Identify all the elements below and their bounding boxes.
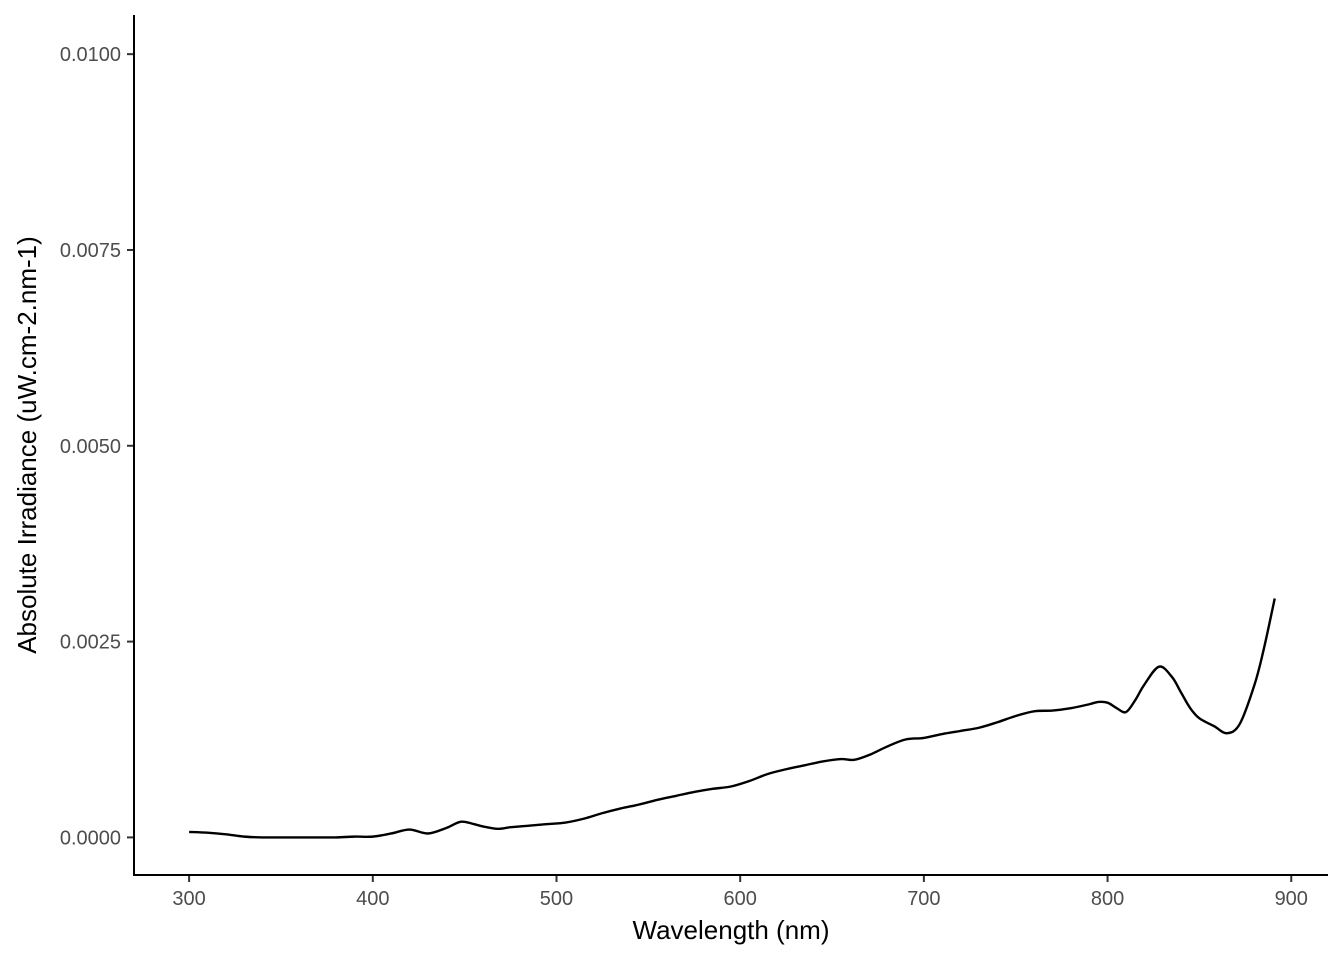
x-tick-label: 300 xyxy=(172,888,205,910)
irradiance-line xyxy=(189,598,1276,839)
y-tick-label: 0.0050 xyxy=(60,436,121,458)
x-tick-label: 600 xyxy=(723,888,756,910)
y-axis-ticks: 0.0000 0.0025 0.0050 0.0075 0.0100 xyxy=(60,44,134,849)
x-axis-title: Wavelength (nm) xyxy=(633,915,830,945)
x-tick-label: 900 xyxy=(1275,888,1308,910)
y-tick-label: 0.0025 xyxy=(60,632,121,654)
x-tick-label: 400 xyxy=(356,888,389,910)
x-tick-label: 800 xyxy=(1091,888,1124,910)
y-tick-label: 0.0000 xyxy=(60,827,121,849)
y-tick-label: 0.0075 xyxy=(60,240,121,262)
x-tick-label: 500 xyxy=(540,888,573,910)
y-axis-title: Absolute Irradiance (uW.cm-2.nm-1) xyxy=(12,236,42,654)
x-tick-label: 700 xyxy=(907,888,940,910)
x-axis-ticks: 300 400 500 600 700 800 900 xyxy=(172,875,1308,910)
y-tick-label: 0.0100 xyxy=(60,44,121,66)
